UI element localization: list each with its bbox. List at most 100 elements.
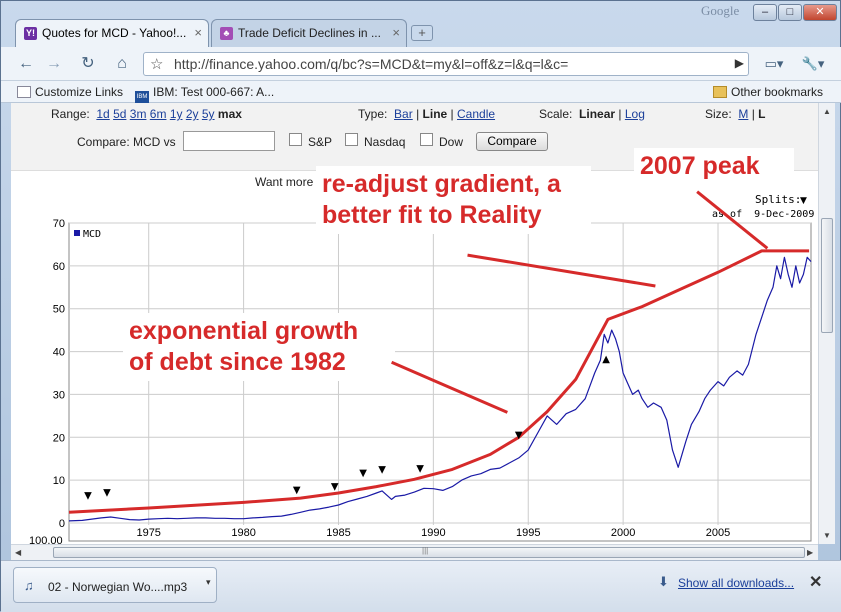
other-bookmarks[interactable]: Other bookmarks: [713, 85, 823, 99]
annotation-text: better fit to Reality: [322, 201, 542, 229]
bookmarks-bar: Customize Links IBM IBM: Test 000-667: A.…: [1, 81, 841, 103]
minimize-button[interactable]: –: [753, 4, 777, 21]
go-arrow-icon[interactable]: ▶: [734, 56, 744, 70]
close-window-button[interactable]: ✕: [803, 4, 837, 21]
chart-controls: Range: 1d 5d 3m 6m 1y 2y 5y max Type: Ba…: [11, 103, 818, 171]
scroll-up-icon[interactable]: ▲: [823, 107, 831, 116]
range-5y[interactable]: 5y: [201, 107, 215, 121]
bookmark-label: Customize Links: [35, 85, 124, 99]
x-tick-label: 1990: [421, 527, 445, 539]
compare-button[interactable]: Compare: [476, 132, 548, 151]
type-line-selected: Line: [422, 107, 448, 121]
sp-checkbox-label: S&P: [308, 135, 333, 149]
range-1d[interactable]: 1d: [96, 107, 110, 121]
split-marker: ▼: [378, 465, 386, 476]
forward-button[interactable]: →: [46, 55, 62, 72]
other-bookmarks-label: Other bookmarks: [731, 85, 824, 99]
download-arrow-icon: ⬇: [658, 574, 669, 589]
annotation-text: 2007 peak: [640, 152, 760, 180]
legend-swatch: [74, 230, 80, 236]
y-tick-label: 70: [53, 218, 65, 230]
y-tick-label: 10: [53, 475, 65, 487]
split-marker: ▼: [331, 482, 339, 493]
url-input[interactable]: [174, 56, 714, 72]
split-marker: ▼: [515, 430, 523, 441]
type-selector: Type: Bar | Line | Candle: [358, 107, 495, 121]
tab-title: Quotes for MCD - Yahoo!...: [42, 26, 187, 40]
new-tab-button[interactable]: +: [411, 25, 433, 41]
address-bar[interactable]: ☆ ▶: [143, 52, 749, 76]
scroll-right-icon[interactable]: ▶: [807, 548, 814, 557]
splits-dropdown-icon[interactable]: ▼: [800, 196, 807, 206]
back-button[interactable]: ←: [18, 55, 34, 72]
range-max-selected: max: [217, 107, 242, 121]
annotation-backdrop: [634, 148, 794, 185]
y-tick-label: 60: [53, 261, 65, 273]
horizontal-scroll-thumb[interactable]: |||: [53, 546, 805, 558]
navigation-toolbar: ← → ↻ ⌂ ☆ ▶ ▭▾ 🔧▾: [1, 47, 841, 81]
scroll-left-icon[interactable]: ◀: [15, 548, 22, 557]
dow-checkbox[interactable]: [420, 133, 433, 146]
bookmark-star-icon[interactable]: ☆: [150, 56, 164, 73]
nasdaq-checkbox-label: Nasdaq: [364, 135, 406, 149]
tab-quotes-mcd[interactable]: Y! Quotes for MCD - Yahoo!... ×: [15, 19, 209, 47]
compare-input[interactable]: [183, 131, 275, 151]
annotation-text: of debt since 1982: [129, 348, 346, 376]
wrench-menu-button[interactable]: 🔧▾: [801, 56, 825, 71]
separator: |: [618, 107, 622, 121]
show-all-downloads-link[interactable]: Show all downloads...: [678, 576, 795, 590]
audio-file-icon: ♫: [24, 578, 34, 593]
type-candle[interactable]: Candle: [457, 107, 496, 121]
maximize-button[interactable]: □: [778, 4, 802, 21]
tab-close-icon[interactable]: ×: [392, 25, 400, 40]
annotation-text: re-adjust gradient, a: [322, 170, 562, 198]
range-selector: Range: 1d 5d 3m 6m 1y 2y 5y max: [51, 107, 242, 121]
separator: |: [450, 107, 454, 121]
scale-log[interactable]: Log: [624, 107, 645, 121]
range-6m[interactable]: 6m: [149, 107, 167, 121]
annotation-pointer-line: [696, 190, 769, 250]
vertical-scrollbar[interactable]: ▲ ▼: [818, 103, 835, 544]
size-l-selected: L: [758, 107, 766, 121]
lower-panel-label: 100.00: [29, 535, 63, 544]
page-menu-button[interactable]: ▭▾: [764, 56, 784, 71]
as-of-date: as of 9-Dec-2009: [712, 209, 814, 220]
download-item[interactable]: ♫ 02 - Norwegian Wo....mp3 ▾: [13, 567, 217, 603]
annotation-text: exponential growth: [129, 317, 358, 345]
vertical-scroll-thumb[interactable]: [821, 218, 833, 333]
yahoo-icon: Y!: [24, 27, 37, 40]
bookmark-customize-links[interactable]: Customize Links: [17, 85, 123, 99]
price-chart: 0 10 20 30 40 50 60 70 1975 1980 1985 1990 1995 2000…: [29, 148, 814, 544]
x-tick-label: 1995: [516, 527, 540, 539]
range-1y[interactable]: 1y: [169, 107, 183, 121]
scroll-down-icon[interactable]: ▼: [823, 531, 831, 540]
download-dropdown-icon[interactable]: ▾: [206, 577, 211, 587]
range-2y[interactable]: 2y: [185, 107, 199, 121]
want-more-link[interactable]: Want more: [255, 175, 314, 189]
range-5d[interactable]: 5d: [113, 107, 127, 121]
type-bar[interactable]: Bar: [394, 107, 413, 121]
scale-linear-selected: Linear: [579, 107, 616, 121]
close-downloads-icon[interactable]: ✕: [809, 574, 823, 591]
x-tick-label: 1980: [231, 527, 255, 539]
x-axis-tick-labels: 1975 1980 1985 1990 1995 2000 2005: [136, 527, 730, 539]
y-tick-label: 20: [53, 432, 65, 444]
tab-trade-deficit[interactable]: ♣ Trade Deficit Declines in ... ×: [211, 19, 407, 47]
sp-checkbox[interactable]: [289, 133, 302, 146]
reload-button[interactable]: ↻: [81, 55, 95, 72]
range-3m[interactable]: 3m: [129, 107, 147, 121]
tab-close-icon[interactable]: ×: [194, 25, 202, 40]
nasdaq-checkbox[interactable]: [345, 133, 358, 146]
y-tick-label: 40: [53, 347, 65, 359]
split-markers: ▼ ▼ ▼ ▼ ▼ ▼ ▼ ▼ ▲: [84, 354, 610, 501]
bookmark-ibm-test[interactable]: IBM IBM: Test 000-667: A...: [135, 85, 274, 103]
dow-checkbox-label: Dow: [439, 135, 464, 149]
home-button[interactable]: ⌂: [117, 55, 127, 72]
x-tick-label: 2000: [611, 527, 635, 539]
horizontal-scrollbar[interactable]: ◀ ||| ▶: [11, 544, 818, 560]
tab-title: Trade Deficit Declines in ...: [238, 26, 381, 40]
range-label: Range:: [51, 107, 90, 121]
size-m[interactable]: M: [738, 107, 749, 121]
bookmark-label: IBM: Test 000-667: A...: [153, 85, 275, 99]
